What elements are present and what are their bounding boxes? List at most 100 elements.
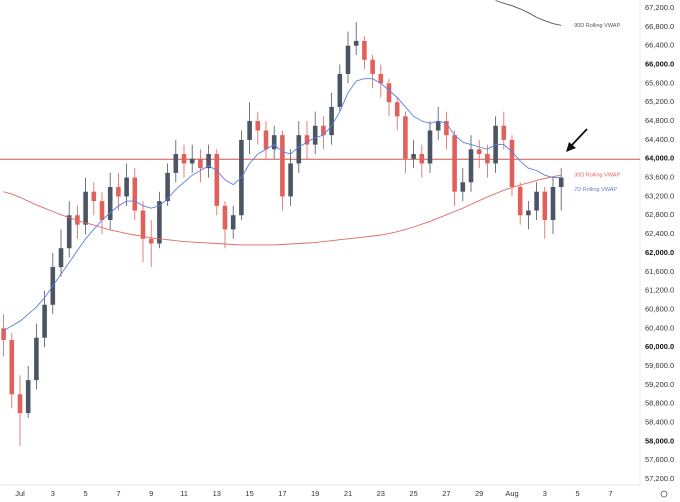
candle-body [542, 191, 548, 220]
candle-body [1, 328, 6, 341]
x-tick-label: 17 [278, 489, 286, 498]
candle-body [17, 394, 23, 414]
candle-body [337, 73, 343, 107]
candle-body [419, 154, 425, 164]
x-tick-label: 5 [84, 489, 88, 498]
y-tick-label: 66,000.0 [645, 60, 674, 69]
candle-body [157, 201, 162, 244]
candle-body [165, 172, 170, 202]
candle-body [296, 135, 302, 164]
y-tick-label: 62,400.0 [645, 229, 674, 238]
y-tick-label: 61,200.0 [645, 286, 674, 295]
candle-body [321, 125, 326, 136]
candle-body [25, 380, 31, 414]
y-tick-label: 63,200.0 [645, 191, 674, 200]
x-tick-label: 29 [475, 489, 483, 498]
candle-body [214, 154, 220, 206]
candle-body [427, 130, 433, 164]
candle-body [534, 191, 539, 211]
candle-body [411, 154, 416, 159]
candle-body [435, 121, 441, 131]
x-tick-label: Jul [15, 489, 25, 498]
y-tick-label: 59,200.0 [645, 380, 674, 389]
candle-body [370, 59, 375, 74]
candle-body [485, 154, 490, 164]
candle-body [288, 163, 293, 197]
candle-body [526, 210, 531, 216]
y-tick-label: 60,800.0 [645, 304, 674, 313]
candle-body [181, 154, 187, 164]
candle-body [362, 40, 367, 60]
candle-body [468, 149, 474, 183]
candle-body [132, 177, 138, 211]
candle-body [140, 210, 146, 239]
candle-body [460, 182, 466, 192]
candle-body [83, 191, 88, 225]
x-tick-label: 21 [344, 489, 352, 498]
y-tick-label: 65,200.0 [645, 97, 674, 106]
candle-body [173, 154, 179, 173]
series-label: 7D Rolling VWAP [574, 187, 617, 193]
x-tick-label: 3 [51, 489, 55, 498]
x-tick-label: 9 [149, 489, 153, 498]
x-tick-label: 3 [543, 489, 547, 498]
x-tick-label: Aug [505, 489, 518, 498]
x-tick-label: 25 [409, 489, 417, 498]
y-tick-label: 64,800.0 [645, 116, 674, 125]
x-tick-label: 7 [608, 489, 612, 498]
candle-body [403, 116, 408, 159]
y-tick-label: 61,600.0 [645, 267, 674, 276]
vwap-line [3, 78, 562, 331]
y-tick-label: 66,400.0 [645, 41, 674, 50]
candle-body [280, 135, 285, 197]
candle-body [444, 121, 449, 136]
y-tick-label: 63,600.0 [645, 173, 674, 182]
y-tick-label: 62,000.0 [645, 248, 674, 257]
candle-body [99, 201, 105, 220]
candle-body [222, 205, 228, 230]
series-label: 90D Rolling VWAP [574, 23, 620, 29]
y-tick-label: 64,400.0 [645, 135, 674, 144]
x-tick-label: 27 [442, 489, 450, 498]
y-tick-label: 64,000.0 [645, 154, 674, 163]
y-tick-label: 57,200.0 [645, 474, 674, 483]
y-tick-label: 62,800.0 [645, 210, 674, 219]
candle-body [198, 158, 203, 169]
candle-body [124, 177, 129, 197]
settings-icon[interactable] [660, 490, 668, 498]
candle-body [558, 177, 564, 187]
candle-body [386, 83, 392, 103]
x-tick-label: 7 [116, 489, 120, 498]
candle-body [452, 135, 457, 192]
candle-body [550, 186, 556, 220]
candle-body [42, 304, 47, 338]
candle-body [9, 340, 15, 395]
candle-body [263, 130, 269, 150]
candle-body [66, 215, 72, 249]
y-tick-label: 66,800.0 [645, 22, 674, 31]
candle-body [353, 40, 359, 46]
y-tick-label: 58,000.0 [645, 436, 674, 445]
candle-body [189, 158, 195, 164]
candle-body [34, 337, 39, 381]
candle-body [329, 106, 334, 136]
vwap-line [495, 0, 562, 26]
candle-body [345, 45, 351, 74]
y-tick-label: 57,600.0 [645, 455, 674, 464]
candle-body [116, 186, 121, 197]
y-tick-label: 59,600.0 [645, 361, 674, 370]
y-tick-label: 65,600.0 [645, 78, 674, 87]
y-tick-label: 58,400.0 [645, 417, 674, 426]
y-tick-label: 67,200.0 [645, 3, 674, 12]
candle-body [255, 121, 261, 131]
candle-body [476, 149, 482, 155]
candle-body [509, 139, 515, 187]
x-tick-label: 13 [213, 489, 221, 498]
x-tick-label: 11 [180, 489, 188, 498]
candle-body [247, 121, 252, 140]
candle-body [58, 248, 64, 268]
candle-body [206, 154, 211, 169]
x-tick-label: 5 [576, 489, 580, 498]
candle-body [230, 215, 236, 230]
